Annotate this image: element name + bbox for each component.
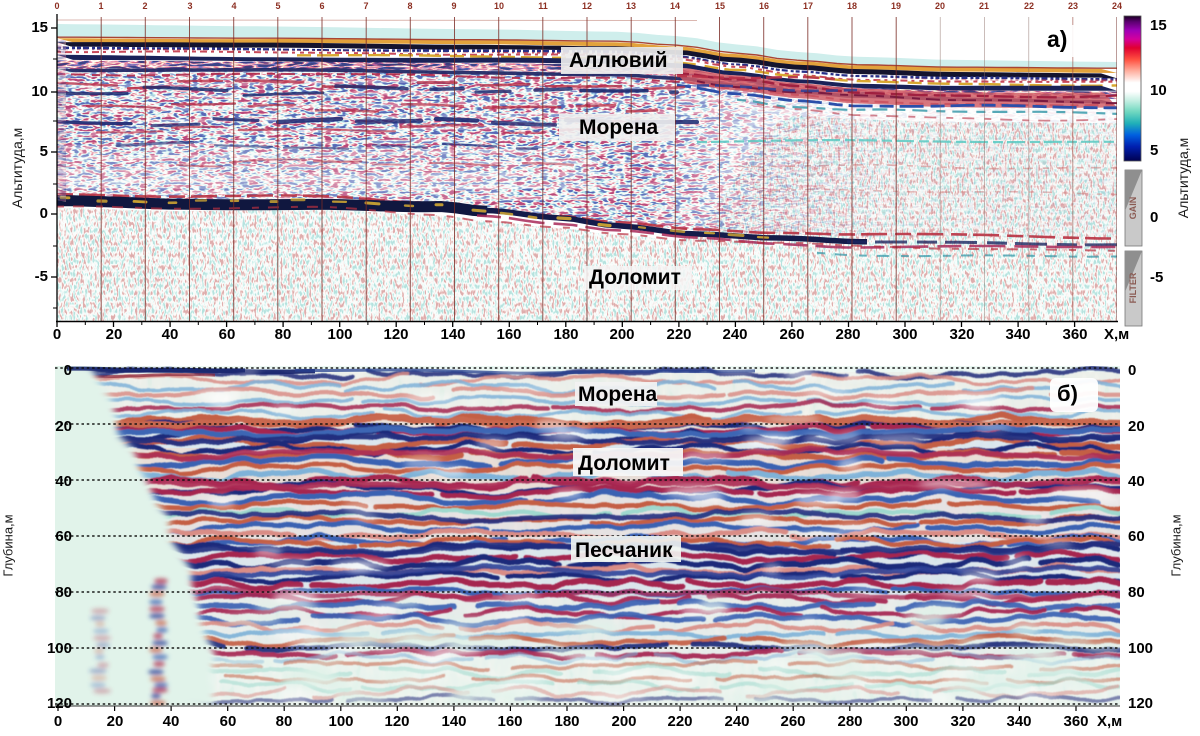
svg-text:FILTER: FILTER [1128, 272, 1138, 303]
svg-text:GAIN: GAIN [1128, 197, 1138, 220]
